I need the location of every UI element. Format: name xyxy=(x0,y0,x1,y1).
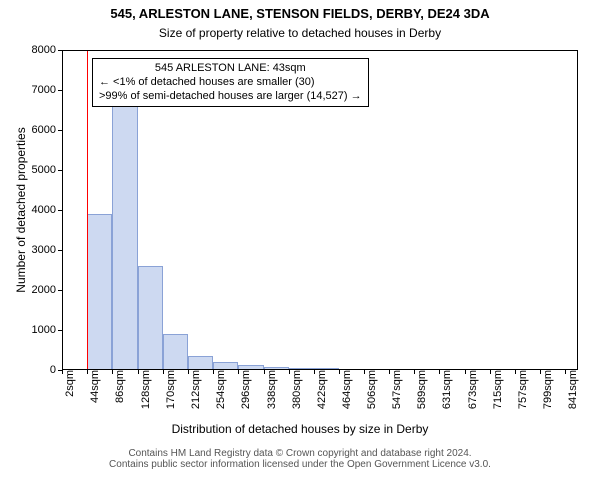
chart-title: 545, ARLESTON LANE, STENSON FIELDS, DERB… xyxy=(0,6,600,21)
x-tick-label: 799sqm xyxy=(540,370,554,409)
y-tick-label: 8000 xyxy=(32,44,62,56)
y-tick-label: 3000 xyxy=(32,244,62,256)
x-tick-label: 589sqm xyxy=(414,370,428,409)
y-axis-label: Number of detached properties xyxy=(14,50,28,370)
y-tick-label: 0 xyxy=(50,364,62,376)
plot-area: 545 ARLESTON LANE: 43sqm ← <1% of detach… xyxy=(62,50,578,370)
x-tick-label: 841sqm xyxy=(565,370,579,409)
y-tick-label: 6000 xyxy=(32,124,62,136)
x-tick-label: 464sqm xyxy=(339,370,353,409)
x-tick-label: 715sqm xyxy=(490,370,504,409)
annotation-line-3: >99% of semi-detached houses are larger … xyxy=(99,90,362,104)
x-tick-label: 2sqm xyxy=(62,370,76,397)
attribution-text: Contains HM Land Registry data © Crown c… xyxy=(0,448,600,470)
x-tick-label: 631sqm xyxy=(439,370,453,409)
y-tick-label: 5000 xyxy=(32,164,62,176)
x-tick-label: 757sqm xyxy=(515,370,529,409)
x-tick-label: 44sqm xyxy=(87,370,101,403)
annotation-line-1: 545 ARLESTON LANE: 43sqm xyxy=(99,62,362,76)
annotation-line-2: ← <1% of detached houses are smaller (30… xyxy=(99,76,362,90)
x-tick-label: 128sqm xyxy=(138,370,152,409)
y-tick-label: 4000 xyxy=(32,204,62,216)
y-tick-label: 1000 xyxy=(32,324,62,336)
x-tick-label: 506sqm xyxy=(364,370,378,409)
x-tick-label: 673sqm xyxy=(465,370,479,409)
x-tick-label: 547sqm xyxy=(389,370,403,409)
x-tick-label: 296sqm xyxy=(238,370,252,409)
chart-container: { "chart": { "type": "histogram", "title… xyxy=(0,0,600,500)
x-tick-label: 254sqm xyxy=(213,370,227,409)
chart-subtitle: Size of property relative to detached ho… xyxy=(0,26,600,40)
x-tick-label: 380sqm xyxy=(289,370,303,409)
attribution-line: Contains HM Land Registry data © Crown c… xyxy=(0,448,600,459)
x-tick-label: 170sqm xyxy=(163,370,177,409)
x-tick-label: 86sqm xyxy=(112,370,126,403)
annotation-box: 545 ARLESTON LANE: 43sqm ← <1% of detach… xyxy=(92,58,369,107)
x-tick-label: 338sqm xyxy=(264,370,278,409)
x-axis-label: Distribution of detached houses by size … xyxy=(0,422,600,436)
y-tick-label: 7000 xyxy=(32,84,62,96)
x-tick-label: 212sqm xyxy=(188,370,202,409)
x-tick-label: 422sqm xyxy=(314,370,328,409)
attribution-line: Contains public sector information licen… xyxy=(0,459,600,470)
y-tick-label: 2000 xyxy=(32,284,62,296)
